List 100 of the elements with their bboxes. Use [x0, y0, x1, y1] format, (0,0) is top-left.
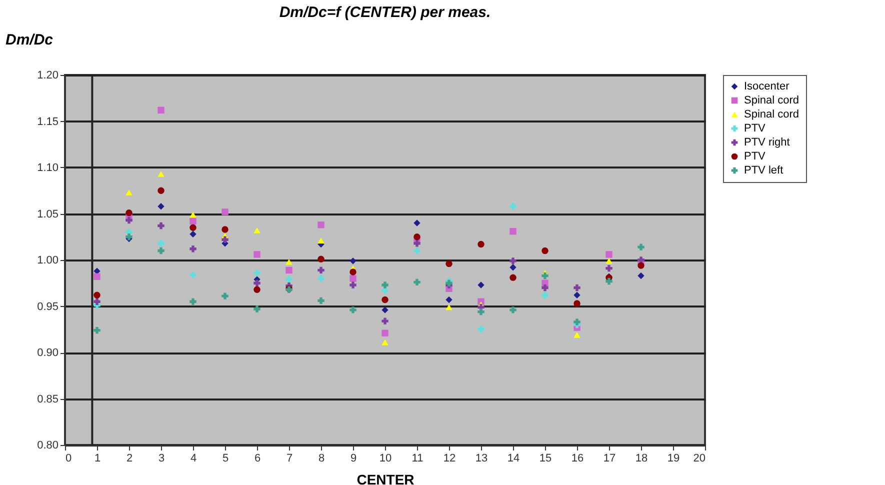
point: [350, 275, 356, 282]
x-tick-label: 11: [412, 452, 424, 464]
point: [382, 282, 388, 288]
point: [382, 296, 388, 304]
point: [318, 256, 324, 262]
y-tick-label: 1.00: [37, 254, 58, 266]
x-tick-label: 6: [254, 452, 261, 464]
point: [254, 306, 260, 312]
x-tick-label: 5: [222, 452, 229, 464]
point: [606, 278, 612, 285]
y-tick-label: 1.20: [37, 70, 58, 82]
point: [286, 276, 292, 283]
point: [574, 318, 580, 326]
point: [574, 292, 580, 299]
point: [126, 216, 132, 224]
x-tick-label: 0: [66, 452, 72, 464]
point: [350, 282, 356, 288]
point: [638, 272, 644, 280]
point: [478, 240, 484, 248]
y-tick-label: 1.10: [37, 162, 58, 174]
point: [478, 282, 484, 288]
point: [158, 222, 164, 230]
point: [254, 270, 260, 276]
point: [254, 251, 260, 258]
point: [510, 306, 516, 314]
point: [190, 230, 196, 238]
x-tick-label: 9: [350, 452, 357, 464]
point: [158, 202, 164, 210]
point: [510, 264, 516, 271]
x-tick-label: 12: [443, 452, 456, 464]
point: [542, 292, 548, 299]
point: [574, 284, 580, 292]
legend-label: Isocenter: [744, 80, 790, 92]
legend-label: Spinal cord: [744, 108, 800, 120]
point: [510, 202, 516, 210]
point: [318, 221, 324, 228]
point: [350, 268, 356, 276]
point: [94, 326, 100, 334]
point: [190, 246, 196, 252]
x-tick-label: 8: [318, 452, 325, 464]
point: [350, 306, 356, 314]
point: [446, 296, 452, 304]
point: [222, 208, 228, 216]
point: [574, 300, 580, 307]
y-tick-label: 0.85: [37, 393, 58, 406]
point: [222, 236, 228, 244]
point: [414, 220, 420, 226]
point: [382, 306, 388, 314]
point: [382, 339, 388, 346]
point: [542, 247, 548, 254]
point: [414, 234, 420, 240]
point: [478, 326, 484, 333]
point: [382, 318, 388, 324]
point: [190, 212, 196, 218]
point: [222, 226, 228, 233]
point: [414, 240, 420, 247]
point: [286, 266, 292, 274]
legend-label: PTV left: [744, 164, 784, 176]
y-tick-label: 1.15: [37, 116, 58, 128]
point: [382, 330, 388, 336]
x-tick-label: 20: [693, 452, 706, 464]
legend-label: PTV: [744, 122, 766, 134]
point: [158, 187, 164, 194]
legend-label: Spinal cord: [744, 94, 800, 106]
point: [318, 266, 324, 274]
point: [126, 190, 132, 196]
point: [638, 262, 644, 269]
point: [190, 218, 196, 225]
chart-title: Dm/Dc=f (CENTER) per meas.: [279, 4, 491, 21]
y-axis-title: Dm/Dc: [6, 32, 54, 48]
point: [94, 268, 100, 274]
x-tick-label: 2: [126, 452, 133, 464]
x-tick-label: 17: [603, 452, 616, 464]
point: [94, 298, 100, 305]
y-tick-label: 0.90: [37, 347, 58, 359]
point: [254, 227, 260, 234]
point: [350, 258, 356, 264]
y-tick-label: 0.80: [37, 440, 58, 452]
x-tick-label: 15: [539, 452, 552, 464]
point: [446, 304, 452, 310]
x-tick-label: 7: [286, 452, 293, 464]
point: [254, 280, 260, 286]
legend-label: PTV right: [744, 136, 790, 148]
point: [574, 332, 580, 338]
point: [606, 251, 612, 258]
point: [318, 275, 324, 282]
point: [510, 228, 516, 235]
point: [158, 240, 164, 247]
point: [638, 244, 644, 250]
point: [158, 106, 164, 114]
point: [414, 247, 420, 254]
point: [606, 264, 612, 272]
x-tick-label: 1: [94, 452, 101, 464]
point: [542, 284, 548, 292]
x-axis-title: CENTER: [356, 472, 414, 485]
point: [318, 238, 324, 244]
point: [510, 274, 516, 281]
point: [190, 298, 196, 305]
point: [190, 224, 196, 231]
y-tick-label: 0.95: [37, 300, 58, 313]
